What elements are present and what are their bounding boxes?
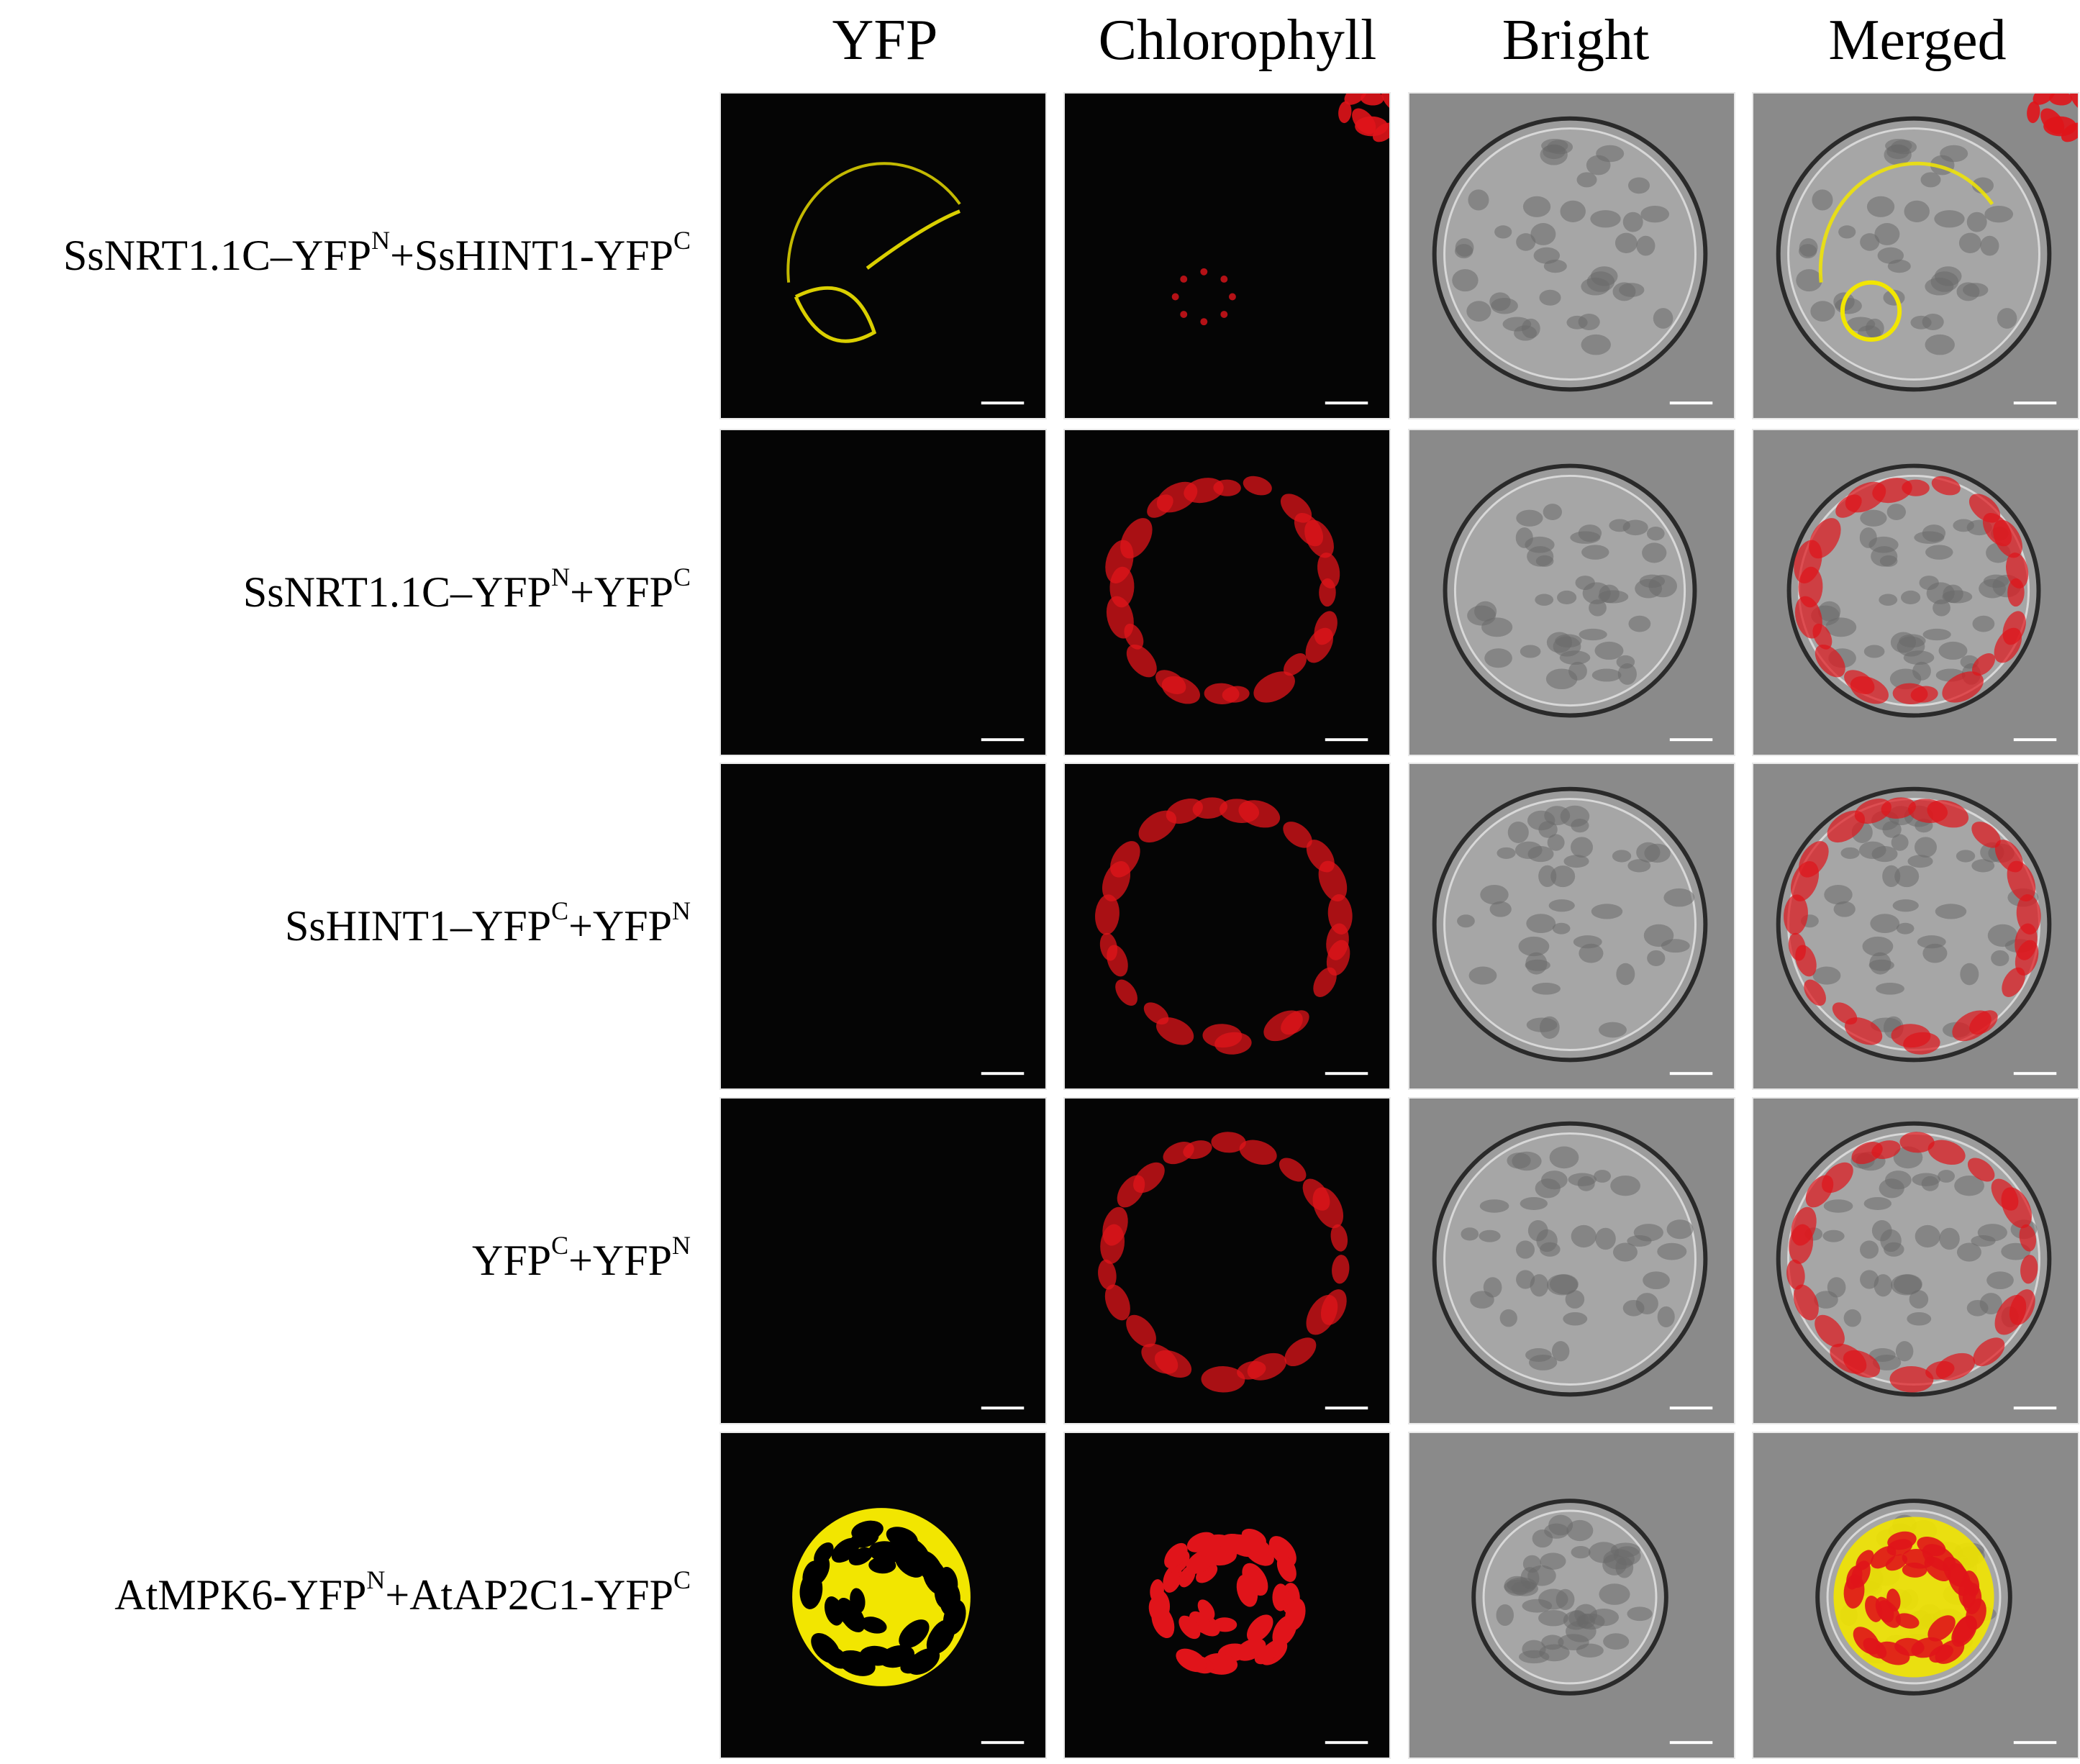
label-superscript: C — [673, 1565, 691, 1595]
chloroplasts — [2027, 94, 2078, 142]
scale-bar — [1669, 1072, 1713, 1076]
label-superscript: N — [672, 1231, 691, 1260]
label-superscript: N — [672, 896, 691, 926]
row-label-3: SsHINT1–YFPC+YFPN — [0, 897, 691, 955]
chloroplasts — [1338, 94, 1389, 142]
label-superscript: C — [551, 1231, 569, 1260]
scale-bar — [1669, 738, 1713, 742]
scale-bar — [2013, 401, 2057, 405]
row-label-5: AtMPK6-YFPN+AtAP2C1-YFPC — [0, 1566, 691, 1624]
scale-bar — [2013, 1741, 2057, 1745]
panel-chlorophyll-row-4 — [1063, 1097, 1391, 1424]
chloroplasts — [1843, 1531, 1986, 1665]
chloroplasts — [799, 1520, 966, 1676]
scale-bar — [981, 1406, 1025, 1410]
label-superscript: C — [551, 896, 569, 926]
chloroplasts — [1794, 476, 2029, 704]
scale-bar — [1669, 401, 1713, 405]
label-text: YFP — [472, 1237, 552, 1284]
cell-texture — [1467, 504, 1678, 690]
panel-bright-row-1 — [1408, 92, 1735, 419]
label-text: SsNRT1.1C–YFP — [242, 568, 552, 616]
column-header-chlorophyll: Chlorophyll — [1098, 9, 1377, 72]
label-text: +SsHINT1-YFP — [390, 232, 673, 279]
panel-merged-row-2 — [1752, 429, 2079, 756]
panel-chlorophyll-row-1 — [1063, 92, 1391, 419]
cell-texture — [1452, 138, 1673, 355]
label-text: AtMPK6-YFP — [114, 1571, 367, 1619]
scale-bar — [1669, 1741, 1713, 1745]
label-superscript: N — [371, 226, 391, 255]
column-header-bright: Bright — [1502, 9, 1650, 72]
label-superscript: N — [366, 1565, 386, 1595]
scale-bar — [2013, 1406, 2057, 1410]
column-header-yfp: YFP — [832, 9, 938, 72]
chloroplasts — [1784, 797, 2041, 1055]
cell-texture — [1496, 1514, 1653, 1664]
row-label-2: SsNRT1.1C–YFPN+YFPC — [0, 563, 691, 621]
panel-yfp-row-5 — [719, 1432, 1047, 1759]
label-superscript: C — [673, 226, 691, 255]
label-text: SsHINT1–YFP — [285, 902, 552, 950]
panel-merged-row-5 — [1752, 1432, 2079, 1759]
scale-bar — [981, 738, 1025, 742]
chloroplasts — [1786, 1132, 2038, 1393]
panel-yfp-row-3 — [719, 763, 1047, 1090]
panel-bright-row-2 — [1408, 429, 1735, 756]
panel-merged-row-1 — [1752, 92, 2079, 419]
label-text: +YFP — [568, 1237, 672, 1284]
scale-bar — [981, 401, 1025, 405]
panel-merged-row-3 — [1752, 763, 2079, 1090]
scale-bar — [1325, 738, 1368, 742]
chloroplasts — [1095, 797, 1353, 1055]
scale-bar — [981, 1072, 1025, 1076]
scale-bar — [1669, 1406, 1713, 1410]
scale-bar — [2013, 738, 2057, 742]
panel-chlorophyll-row-5 — [1063, 1432, 1391, 1759]
label-text: +YFP — [570, 568, 673, 616]
label-text: SsNRT1.1C–YFP — [63, 232, 372, 279]
label-text: +YFP — [568, 902, 672, 950]
scale-bar — [1325, 1406, 1368, 1410]
panel-bright-row-5 — [1408, 1432, 1735, 1759]
chloroplasts — [1098, 1132, 1350, 1393]
panel-yfp-row-4 — [719, 1097, 1047, 1424]
cell-texture — [1796, 138, 2017, 355]
scale-bar — [1325, 1741, 1368, 1745]
panel-chlorophyll-row-3 — [1063, 763, 1391, 1090]
label-text: +AtAP2C1-YFP — [385, 1571, 673, 1619]
panel-yfp-row-2 — [719, 429, 1047, 756]
column-header-merged: Merged — [1828, 9, 2007, 72]
chloroplasts — [1105, 476, 1340, 704]
scale-bar — [1325, 1072, 1368, 1076]
panel-chlorophyll-row-2 — [1063, 429, 1391, 756]
label-superscript: N — [551, 563, 571, 592]
cell-texture — [1457, 805, 1695, 1039]
scale-bar — [981, 1741, 1025, 1745]
scale-bar — [2013, 1072, 2057, 1076]
row-label-1: SsNRT1.1C–YFPN+SsHINT1-YFPC — [0, 227, 691, 284]
chloroplasts — [1148, 1528, 1306, 1675]
row-label-4: YFPC+YFPN — [0, 1232, 691, 1289]
panel-bright-row-4 — [1408, 1097, 1735, 1424]
panel-merged-row-4 — [1752, 1097, 2079, 1424]
scale-bar — [1325, 401, 1368, 405]
cell-texture — [1811, 504, 2022, 690]
panel-yfp-row-1 — [719, 92, 1047, 419]
panel-bright-row-3 — [1408, 763, 1735, 1090]
cell-texture — [1461, 1146, 1694, 1370]
label-superscript: C — [673, 563, 691, 592]
